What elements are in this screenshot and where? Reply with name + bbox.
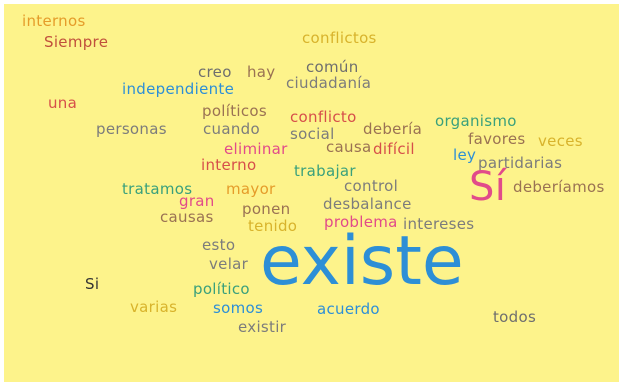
- word-cuando: cuando: [203, 120, 260, 138]
- word-comun: común: [306, 58, 359, 76]
- word-eliminar: eliminar: [224, 140, 288, 158]
- word-partidarias: partidarias: [478, 154, 563, 172]
- word-somos: somos: [213, 299, 264, 317]
- word-si-accent: Sí: [469, 164, 507, 210]
- word-todos: todos: [493, 308, 537, 326]
- word-deberia: debería: [363, 120, 423, 138]
- word-independiente: independiente: [122, 80, 235, 98]
- word-existe: existe: [260, 222, 464, 301]
- word-trabajar: trabajar: [294, 162, 356, 180]
- word-control: control: [344, 177, 399, 195]
- word-esto: esto: [202, 236, 236, 254]
- word-veces: veces: [538, 132, 583, 150]
- word-social: social: [290, 125, 335, 143]
- word-ponen: ponen: [242, 200, 291, 218]
- word-causa: causa: [326, 138, 372, 156]
- word-si: Si: [85, 275, 100, 293]
- word-acuerdo: acuerdo: [317, 300, 380, 318]
- word-intereses: intereses: [403, 215, 475, 233]
- word-deberiamos: deberíamos: [513, 178, 605, 196]
- word-siempre: Siempre: [44, 33, 109, 51]
- word-personas: personas: [96, 120, 167, 138]
- word-existir: existir: [238, 318, 287, 336]
- word-tratamos: tratamos: [122, 180, 193, 198]
- word-internos: internos: [22, 12, 86, 30]
- word-velar: velar: [209, 255, 249, 273]
- word-ley: ley: [453, 146, 477, 164]
- word-causas: causas: [160, 208, 214, 226]
- word-ciudadania: ciudadanía: [286, 74, 372, 92]
- word-favores: favores: [468, 130, 526, 148]
- word-hay: hay: [247, 63, 276, 81]
- word-gran: gran: [179, 192, 215, 210]
- word-desbalance: desbalance: [323, 195, 412, 213]
- word-varias: varias: [130, 298, 178, 316]
- word-politico: político: [193, 280, 250, 298]
- word-dificil: difícil: [373, 140, 415, 158]
- word-conflictos: conflictos: [302, 29, 377, 47]
- word-mayor: mayor: [226, 180, 276, 198]
- word-politicos: políticos: [202, 102, 268, 120]
- word-problema: problema: [324, 213, 398, 231]
- word-tenido: tenido: [248, 217, 298, 235]
- word-organismo: organismo: [435, 112, 517, 130]
- word-cloud: internos Siempre conflictos una creo hay…: [4, 4, 619, 382]
- word-conflicto: conflicto: [290, 108, 357, 126]
- word-una: una: [48, 94, 78, 112]
- word-interno: interno: [201, 156, 257, 174]
- word-creo: creo: [198, 63, 232, 81]
